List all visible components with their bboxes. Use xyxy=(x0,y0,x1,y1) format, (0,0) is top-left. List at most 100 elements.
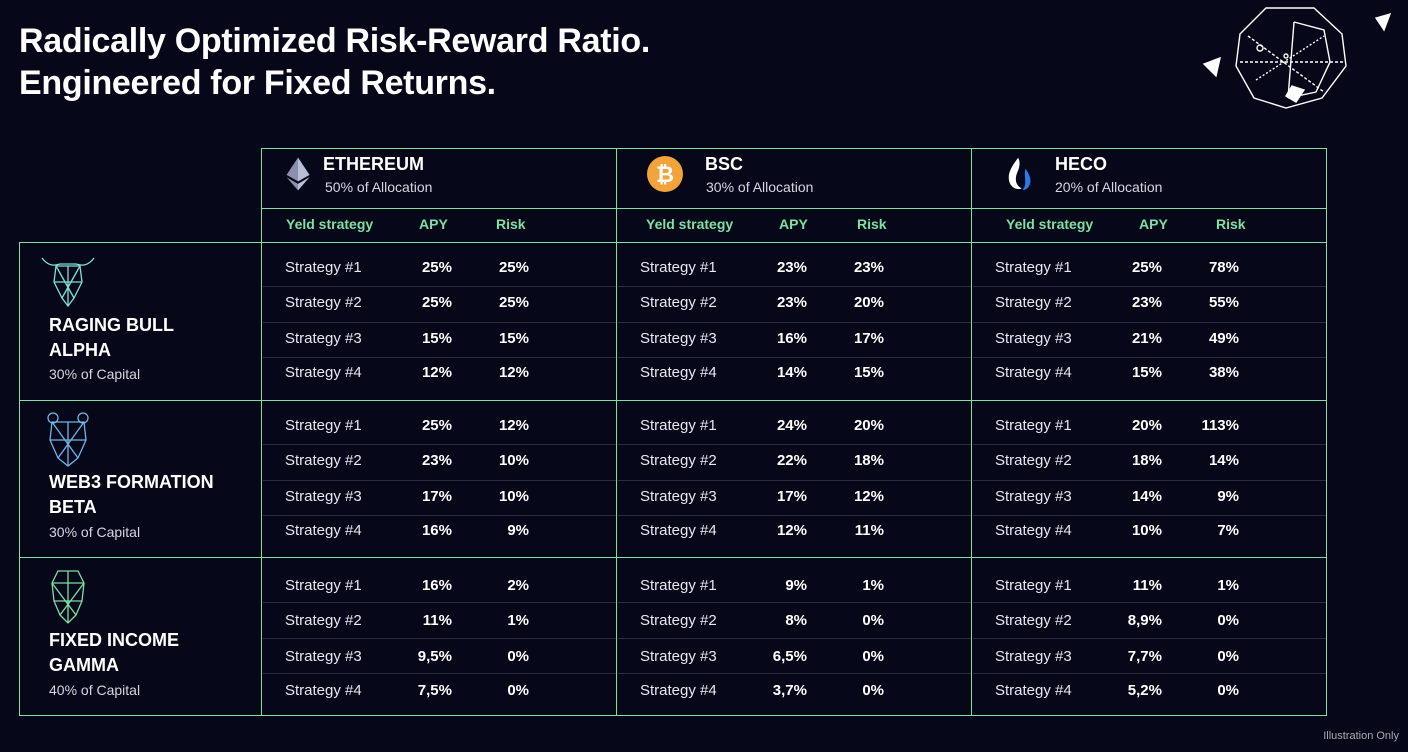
portfolio-capital: 30% of Capital xyxy=(49,524,141,540)
chain-name: ETHEREUM xyxy=(323,154,425,174)
risk-value: 0% xyxy=(507,682,529,699)
risk-value: 25% xyxy=(498,259,529,276)
row-divider xyxy=(263,480,616,481)
apy-value: 17% xyxy=(421,488,452,505)
chain-allocation: 30% of Allocation xyxy=(706,179,814,195)
bear-icon xyxy=(47,412,89,467)
apy-value: 14% xyxy=(776,364,807,381)
strategy-name: Strategy #4 xyxy=(995,522,1072,539)
title-line-2: Engineered for Fixed Returns. xyxy=(19,64,496,102)
strategy-name: Strategy #4 xyxy=(995,364,1072,381)
risk-value: 0% xyxy=(1217,612,1239,629)
illustration-note: Illustration Only xyxy=(1323,730,1399,742)
apy-value: 8% xyxy=(785,612,807,629)
portfolio-name-line-2: GAMMA xyxy=(49,655,119,675)
strategy-name: Strategy #3 xyxy=(995,648,1072,665)
column-header-apy: APY xyxy=(779,216,808,232)
strategy-name: Strategy #1 xyxy=(640,259,717,276)
chain-allocation: 20% of Allocation xyxy=(1055,179,1163,195)
row-divider xyxy=(973,286,1326,287)
risk-value: 78% xyxy=(1208,259,1239,276)
risk-value: 18% xyxy=(853,452,884,469)
column-header-strategy: Yeld strategy xyxy=(1006,216,1094,232)
grid-line xyxy=(19,242,20,716)
strategy-name: Strategy #2 xyxy=(995,294,1072,311)
strategy-name: Strategy #3 xyxy=(640,488,717,505)
strategy-name: Strategy #2 xyxy=(640,612,717,629)
risk-value: 10% xyxy=(498,488,529,505)
strategy-name: Strategy #4 xyxy=(640,682,717,699)
strategy-name: Strategy #2 xyxy=(285,294,362,311)
risk-value: 12% xyxy=(498,417,529,434)
row-divider xyxy=(973,357,1326,358)
bitcoin-icon: ₿ xyxy=(647,156,683,192)
bull-icon xyxy=(41,257,95,308)
title-line-1: Radically Optimized Risk-Reward Ratio. xyxy=(19,22,650,60)
apy-value: 15% xyxy=(421,330,452,347)
apy-value: 9% xyxy=(785,577,807,594)
chain-name: HECO xyxy=(1055,154,1108,174)
portfolio-name-line-1: FIXED INCOME xyxy=(49,630,180,650)
strategy-name: Strategy #4 xyxy=(995,682,1072,699)
risk-value: 20% xyxy=(853,294,884,311)
column-header-strategy: Yeld strategy xyxy=(286,216,374,232)
apy-value: 25% xyxy=(1131,259,1162,276)
row-divider xyxy=(973,444,1326,445)
strategy-name: Strategy #4 xyxy=(640,522,717,539)
apy-value: 7,5% xyxy=(417,682,452,699)
column-header-risk: Risk xyxy=(1216,216,1246,232)
strategy-name: Strategy #3 xyxy=(285,488,362,505)
apy-value: 23% xyxy=(1131,294,1162,311)
risk-value: 15% xyxy=(853,364,884,381)
strategy-name: Strategy #2 xyxy=(995,452,1072,469)
strategy-name: Strategy #3 xyxy=(640,330,717,347)
grid-line xyxy=(19,400,1327,401)
page-title: Radically Optimized Risk-Reward Ratio. E… xyxy=(19,20,650,104)
risk-value: 113% xyxy=(1201,417,1239,434)
grid-line xyxy=(261,148,1327,149)
strategy-name: Strategy #3 xyxy=(640,648,717,665)
risk-value: 25% xyxy=(498,294,529,311)
portfolio-name: WEB3 FORMATION BETA xyxy=(49,470,214,520)
risk-value: 20% xyxy=(853,417,884,434)
strategy-name: Strategy #4 xyxy=(285,522,362,539)
heco-flame-icon xyxy=(1008,157,1031,191)
risk-value: 2% xyxy=(507,577,529,594)
risk-value: 1% xyxy=(507,612,529,629)
apy-value: 16% xyxy=(776,330,807,347)
strategy-name: Strategy #1 xyxy=(995,577,1072,594)
strategy-name: Strategy #4 xyxy=(640,364,717,381)
strategy-name: Strategy #2 xyxy=(640,452,717,469)
apy-value: 23% xyxy=(776,294,807,311)
apy-value: 15% xyxy=(1131,364,1162,381)
row-divider xyxy=(618,638,971,639)
strategy-name: Strategy #2 xyxy=(640,294,717,311)
strategy-name: Strategy #1 xyxy=(995,417,1072,434)
row-divider xyxy=(973,673,1326,674)
apy-value: 25% xyxy=(421,294,452,311)
strategy-name: Strategy #3 xyxy=(995,330,1072,347)
apy-value: 25% xyxy=(421,259,452,276)
risk-value: 0% xyxy=(862,648,884,665)
strategy-name: Strategy #4 xyxy=(285,364,362,381)
row-divider xyxy=(263,515,616,516)
row-divider xyxy=(618,515,971,516)
risk-value: 9% xyxy=(507,522,529,539)
strategy-name: Strategy #3 xyxy=(995,488,1072,505)
column-header-apy: APY xyxy=(1139,216,1168,232)
row-divider xyxy=(263,444,616,445)
grid-line xyxy=(19,715,1327,716)
apy-value: 18% xyxy=(1131,452,1162,469)
apy-value: 21% xyxy=(1131,330,1162,347)
apy-value: 17% xyxy=(776,488,807,505)
apy-value: 16% xyxy=(421,577,452,594)
apy-value: 5,2% xyxy=(1127,682,1162,699)
risk-value: 10% xyxy=(498,452,529,469)
apy-value: 25% xyxy=(421,417,452,434)
strategy-name: Strategy #1 xyxy=(285,417,362,434)
apy-value: 7,7% xyxy=(1127,648,1162,665)
row-divider xyxy=(618,322,971,323)
strategy-name: Strategy #4 xyxy=(285,682,362,699)
portfolio-name: FIXED INCOME GAMMA xyxy=(49,628,179,678)
risk-value: 0% xyxy=(507,648,529,665)
